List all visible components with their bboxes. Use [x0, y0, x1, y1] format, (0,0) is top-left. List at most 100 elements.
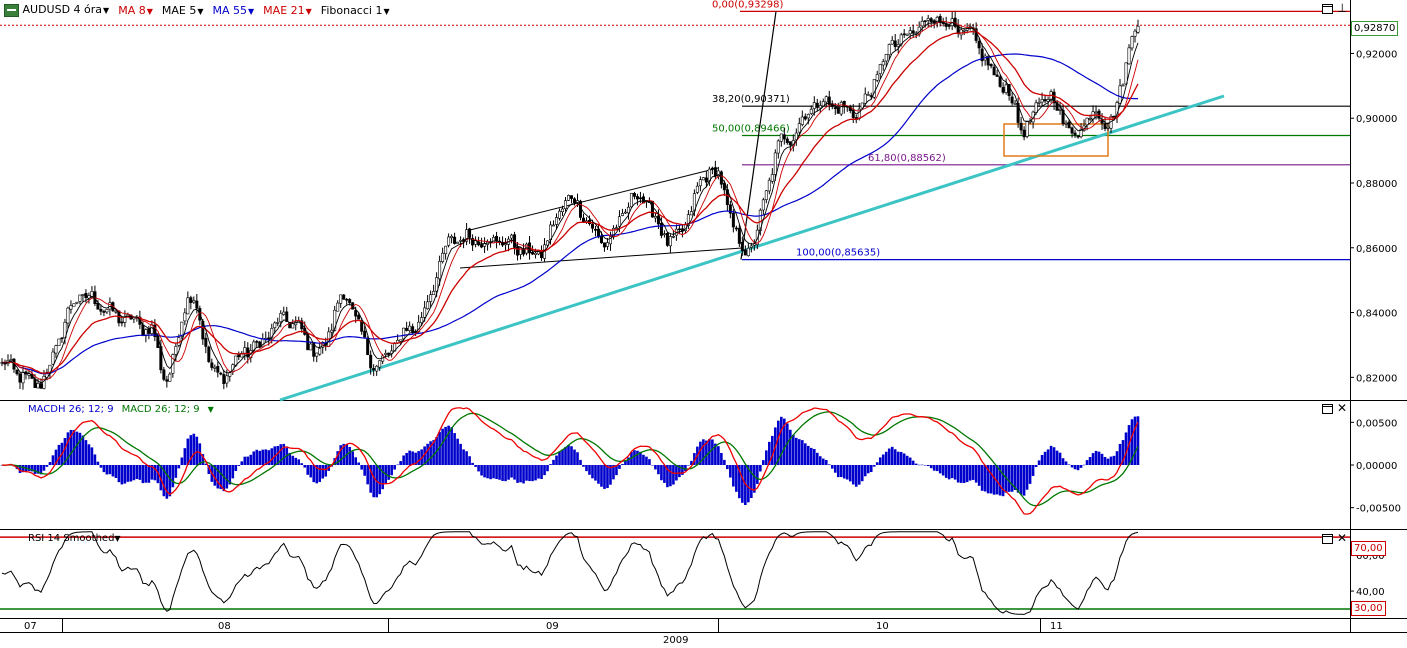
candle-body [1079, 129, 1083, 138]
candle-body [531, 251, 535, 255]
macd-histogram-bar [453, 433, 456, 465]
candle-body [776, 140, 780, 154]
close-macd-panel-icon[interactable]: ✕ [1337, 401, 1348, 415]
macd-histogram-bar [138, 465, 142, 480]
indicator-mae5[interactable]: MAE 5▼ [162, 4, 204, 17]
candle-body [186, 297, 190, 315]
candle-body [60, 337, 64, 340]
candle-body [210, 362, 214, 368]
symbol-selector[interactable]: AUDUSD 4 óra▼ [4, 3, 109, 17]
candle-body [192, 300, 196, 303]
candle-body [881, 61, 885, 66]
indicator-ma55[interactable]: MA 55▼ [213, 4, 255, 17]
candle-body [387, 352, 391, 355]
candle-body [890, 39, 894, 45]
candle-body [105, 309, 109, 313]
macd-histogram-bar [1082, 464, 1086, 466]
maximize-rsi-panel-button[interactable] [1322, 534, 1333, 544]
macd-panel-label: MACDH 26; 12; 9 MACD 26; 12; 9 ▼ [28, 404, 214, 415]
macd-histogram-bar [486, 465, 489, 479]
macd-histogram-bar [195, 436, 199, 465]
dropdown-arrow-icon: ▼ [114, 534, 121, 543]
macd-histogram-bar [387, 465, 390, 480]
month-label: 08 [218, 621, 231, 632]
candle-body [800, 116, 804, 125]
macd-histogram-bar [1001, 465, 1005, 497]
candle-body [836, 107, 840, 114]
macd-histogram-bar [836, 465, 840, 478]
macd-histogram-bar [800, 440, 804, 465]
macd-histogram-bar [153, 465, 157, 481]
indicator-ma8[interactable]: MA 8▼ [118, 4, 153, 17]
candle-body [902, 33, 906, 36]
macd-histogram-bar [717, 446, 720, 465]
indicator-fibonacci[interactable]: Fibonacci 1▼ [321, 4, 390, 17]
candle-body [602, 242, 606, 248]
fibonacci-level-label: 0,00(0,93298) [712, 0, 784, 10]
price-tick-label: 0,86000 [1356, 244, 1397, 255]
candle-body [1004, 84, 1008, 93]
candle-body [366, 337, 370, 356]
candle-body [1118, 85, 1122, 104]
macd-histogram-bar [105, 465, 109, 475]
macd-histogram-bar [123, 465, 127, 484]
candle-body [369, 354, 373, 369]
candle-body [686, 214, 690, 226]
macd-histogram-bar [1115, 451, 1119, 465]
macd-histogram-bar [303, 465, 307, 468]
macd-histogram-bar [306, 465, 310, 475]
maximize-macd-panel-button[interactable] [1322, 404, 1333, 414]
indicator-mae21[interactable]: MAE 21▼ [263, 4, 312, 17]
month-label: 07 [24, 621, 37, 632]
dropdown-arrow-icon: ▼ [207, 405, 214, 414]
macd-histogram-bar [588, 465, 591, 475]
candle-body [668, 236, 672, 247]
macd-histogram-bar [848, 465, 852, 482]
macd-histogram-bar [570, 446, 573, 465]
macd-histogram-bar [827, 464, 831, 465]
dropdown-arrow-icon: ▼ [248, 6, 255, 16]
candle-body [87, 295, 91, 299]
macd-histogram-bar [854, 465, 858, 487]
macd-histogram-bar [938, 465, 942, 474]
macd-histogram-bar [54, 449, 58, 465]
fibonacci-swing-line [740, 11, 777, 260]
macd-histogram-bar [1070, 465, 1074, 468]
candle-body [617, 216, 621, 227]
macd-histogram-bar [312, 465, 316, 483]
macd-histogram-bar [833, 465, 837, 473]
candle-body [665, 233, 669, 246]
candle-body [552, 224, 556, 227]
macd-label[interactable]: MACD 26; 12; 9 [121, 404, 200, 415]
indicator-label: MAE 5 [161, 3, 197, 17]
macd-histogram-bar [956, 465, 960, 483]
macd-histogram-bar [441, 428, 444, 465]
macd-histogram-bar [141, 465, 145, 484]
maximize-price-panel-button[interactable] [1322, 4, 1333, 14]
macd-histogram-bar [108, 465, 112, 475]
candle-body [1085, 117, 1089, 126]
macd-histogram-bar [651, 465, 654, 466]
candle-body [270, 328, 274, 339]
candle-body [782, 134, 786, 140]
pin-icon[interactable]: ⊥ [1337, 1, 1348, 15]
macd-histogram-bar [39, 465, 43, 475]
macd-histogram-bar [324, 465, 328, 477]
macd-histogram-bar [342, 443, 345, 465]
candle-body [1088, 118, 1092, 120]
macd-histogram-bar [513, 465, 516, 480]
macdh-label[interactable]: MACDH 26; 12; 9 [28, 404, 114, 415]
candle-body [1127, 47, 1131, 65]
macd-histogram-bar [1112, 455, 1116, 465]
candle-body [809, 108, 813, 114]
close-rsi-panel-icon[interactable]: ✕ [1337, 531, 1348, 545]
candle-body [426, 301, 430, 310]
macd-histogram-bar [117, 465, 121, 483]
macd-histogram-bar [558, 451, 561, 465]
macd-histogram-bar [989, 465, 993, 494]
macd-histogram-bar [186, 438, 190, 465]
macd-histogram-bar [777, 420, 780, 465]
macd-histogram-bar [723, 459, 726, 465]
macd-histogram-bar [929, 465, 933, 469]
rsi-label[interactable]: RSI 14 Smoothed [28, 533, 115, 544]
